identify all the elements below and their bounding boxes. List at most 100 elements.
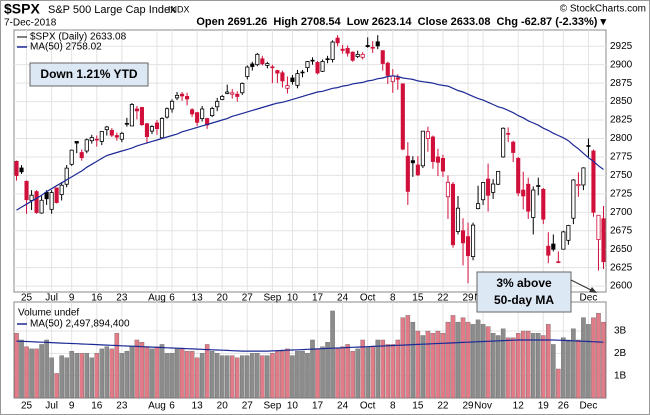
candle-body bbox=[435, 156, 440, 163]
candle-body bbox=[129, 104, 134, 127]
volume-bar bbox=[490, 333, 496, 399]
candle-body bbox=[430, 136, 435, 162]
volume-bar bbox=[480, 324, 486, 399]
candle-body bbox=[360, 53, 365, 58]
volume-bar bbox=[34, 348, 39, 399]
x-tick-label: 25 bbox=[21, 293, 33, 304]
candle-body bbox=[144, 123, 150, 137]
candle-body bbox=[320, 61, 325, 72]
y-tick-label: 2675 bbox=[610, 225, 633, 236]
candle-body bbox=[180, 93, 185, 97]
candle-body bbox=[491, 183, 496, 193]
candle-body bbox=[345, 48, 350, 54]
volume-bar bbox=[29, 348, 34, 399]
volume-bar bbox=[214, 353, 220, 399]
candle-body bbox=[551, 243, 556, 250]
volume-bar bbox=[300, 350, 305, 399]
candle-body bbox=[74, 141, 79, 144]
candle-body bbox=[134, 108, 139, 112]
candle-body bbox=[546, 245, 551, 256]
volume-bar bbox=[455, 321, 461, 399]
volume-bar bbox=[104, 346, 110, 399]
volume-bar bbox=[24, 346, 29, 399]
price-panel bbox=[13, 29, 607, 293]
x-tick-label: 12 bbox=[513, 401, 525, 412]
volume-bar bbox=[270, 353, 275, 399]
volume-bar bbox=[229, 355, 235, 399]
volume-bar bbox=[390, 344, 396, 399]
volume-bar bbox=[109, 348, 115, 399]
x-tick-label: 8 bbox=[390, 293, 396, 304]
volume-bar bbox=[581, 317, 586, 399]
y-tick-label: 2925 bbox=[610, 41, 633, 52]
x-tick-label: Dec bbox=[580, 293, 598, 304]
volume-bar bbox=[64, 357, 69, 399]
volume-bar bbox=[39, 344, 44, 399]
candle-body bbox=[169, 100, 175, 110]
candle-body bbox=[536, 185, 541, 187]
volume-bar bbox=[315, 348, 320, 399]
candle-body bbox=[24, 180, 29, 201]
annotation-box bbox=[29, 62, 149, 87]
volume-bar bbox=[124, 350, 130, 399]
annotation: Down 1.21% YTD bbox=[40, 67, 137, 81]
volume-bar bbox=[94, 353, 100, 399]
x-tick-label: Oct bbox=[360, 401, 376, 412]
candle-body bbox=[54, 187, 59, 203]
x-tick-label: 9 bbox=[69, 401, 75, 412]
volume-bar bbox=[194, 357, 200, 399]
candle-body bbox=[190, 109, 195, 115]
volume-bar bbox=[345, 344, 350, 399]
volume-bar bbox=[355, 348, 360, 399]
candle-body bbox=[335, 37, 340, 44]
candle-body bbox=[230, 92, 235, 95]
candle-body bbox=[14, 160, 19, 176]
volume-bar bbox=[330, 310, 335, 399]
volume-bar bbox=[435, 330, 441, 399]
candle-body bbox=[325, 58, 330, 61]
candle-body bbox=[285, 85, 290, 89]
candle-body bbox=[395, 77, 400, 80]
x-tick-label: 10 bbox=[287, 401, 299, 412]
volume-bar bbox=[541, 335, 546, 399]
x-tick-label: 23 bbox=[116, 293, 128, 304]
arrow-head bbox=[589, 287, 597, 293]
volume-bar bbox=[159, 344, 165, 399]
y-tick-label: 2775 bbox=[610, 152, 633, 163]
candle-body bbox=[390, 75, 395, 83]
candle-body bbox=[64, 167, 69, 185]
volume-bar bbox=[450, 315, 456, 399]
x-tick-label: 9 bbox=[69, 293, 75, 304]
volume-bar bbox=[204, 344, 210, 399]
candle-body bbox=[139, 107, 144, 126]
volume-bar bbox=[470, 324, 476, 399]
volume-bar bbox=[179, 348, 185, 399]
candle-body bbox=[109, 129, 114, 136]
candle-body bbox=[210, 108, 215, 117]
volume-bar bbox=[340, 346, 345, 399]
volume-bar bbox=[576, 339, 581, 399]
candle-body bbox=[250, 63, 255, 67]
volume-bar bbox=[566, 339, 571, 399]
x-tick-label: 25 bbox=[21, 401, 33, 412]
volume-bar bbox=[591, 317, 596, 399]
volume-bar bbox=[520, 330, 526, 399]
x-tick-label: Oct bbox=[360, 293, 376, 304]
candle-body bbox=[400, 83, 405, 150]
candle-body bbox=[119, 132, 124, 140]
candle-body bbox=[516, 158, 521, 194]
y-tick-label: 1B bbox=[614, 370, 627, 381]
candle-body bbox=[476, 203, 481, 210]
x-tick-label: Aug bbox=[148, 293, 166, 304]
volume-bar bbox=[59, 355, 64, 399]
candle-body bbox=[235, 93, 240, 97]
candle-body bbox=[19, 167, 24, 173]
volume-bar bbox=[305, 353, 310, 399]
candle-body bbox=[420, 130, 425, 167]
candle-body bbox=[586, 145, 591, 147]
candle-body bbox=[114, 135, 119, 138]
volume-bar bbox=[290, 355, 295, 399]
candle-body bbox=[486, 178, 491, 196]
candle-body bbox=[245, 66, 250, 77]
x-tick-label: Jul bbox=[45, 401, 58, 412]
